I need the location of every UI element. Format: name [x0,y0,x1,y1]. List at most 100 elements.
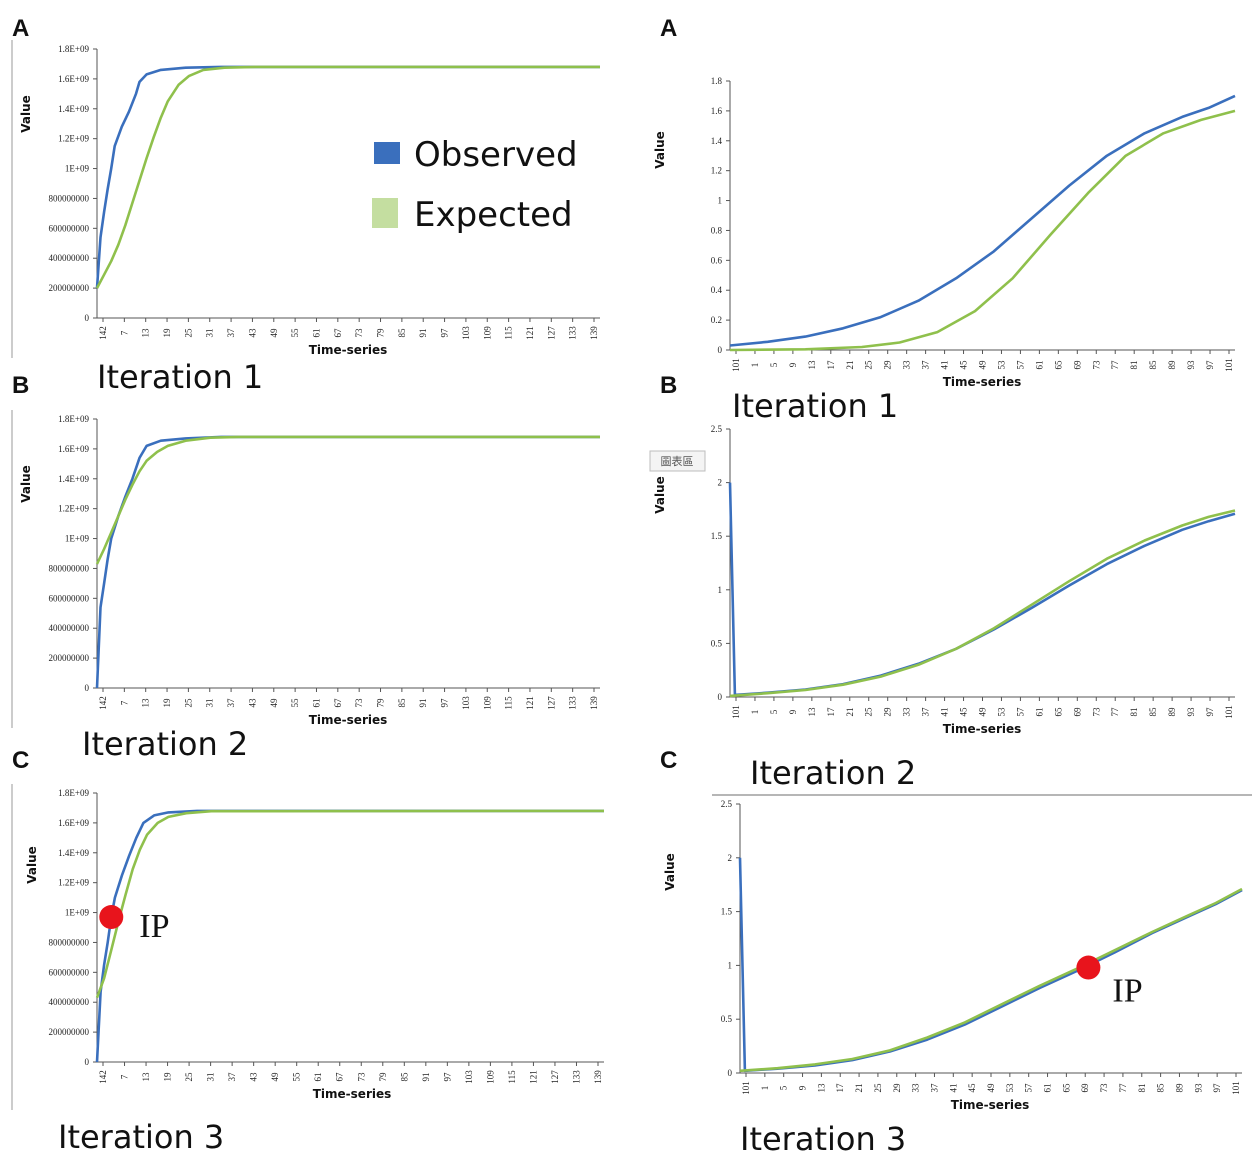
x-tick-label: 73 [356,1072,366,1082]
x-tick-label: 89 [1167,707,1177,717]
y-tick-label: 1E+09 [65,164,90,174]
y-tick-label: 0.4 [711,285,723,295]
x-tick-label: 67 [333,698,343,708]
x-tick-label: 49 [978,707,988,717]
x-tick-label: 13 [141,698,151,708]
y-tick-label: 0.5 [711,638,723,648]
x-tick-label: 73 [1091,707,1101,717]
x-tick-label: 61 [311,329,321,338]
y-tick-label: 1E+09 [65,908,90,918]
x-tick-label: 49 [986,1083,996,1093]
iteration-caption: Iteration 2 [750,754,916,792]
y-axis-title: Value [19,465,33,503]
x-tick-label: 89 [1174,1083,1184,1093]
x-tick-label: 13 [141,1072,151,1082]
y-tick-label: 400000000 [49,997,90,1007]
x-tick-label: 25 [864,360,874,370]
y-tick-label: 1.5 [721,907,733,917]
x-tick-label: 97 [440,328,450,338]
x-tick-label: 121 [525,696,535,710]
series-line-expected [739,887,1243,1073]
y-tick-label: 1E+09 [65,534,90,544]
chart-area-tag: 圖表區 [661,454,694,468]
x-axis-title: Time-series [309,343,388,357]
x-tick-label: 17 [835,1083,845,1093]
y-tick-label: 0 [85,1057,90,1067]
x-tick-label: 101 [1224,705,1234,719]
x-tick-label: 45 [967,1083,977,1093]
x-tick-label: 21 [845,361,855,370]
x-tick-label: 81 [1129,361,1139,370]
legend-label-expected: Expected [414,195,573,235]
chart-left-b: 0 200000000 400000000 600000000 800000000 1E+… [11,372,600,763]
series-line-observed [729,94,1236,347]
x-tick-label: 19 [163,1072,173,1082]
y-tick-label: 400000000 [49,623,90,633]
chart-right-c: 0 0.5 1 1.5 2 2.5 101 1 5 9 13 17 21 25 29 33 37 41 45 49 53… [660,747,1243,1154]
x-tick-label: 85 [397,698,407,708]
x-tick-label: 55 [292,1072,302,1082]
legend-label-observed: Observed [414,135,578,175]
y-tick-label: 1.8E+09 [58,414,89,424]
y-tick-label: 1.2E+09 [58,878,89,888]
inflection-point-marker [99,905,124,930]
x-tick-label: 81 [1129,708,1139,717]
x-tick-label: 57 [1015,707,1025,717]
x-tick-label: 133 [568,326,578,340]
x-tick-label: 67 [335,1072,345,1082]
y-tick-label: 800000000 [49,193,90,203]
x-axis-title: Time-series [951,1098,1030,1112]
x-tick-label: 121 [525,326,535,340]
y-tick-label: 0 [718,692,723,702]
x-tick-label: 139 [589,326,599,340]
y-tick-label: 2 [728,853,733,863]
series-line-observed [738,857,1243,1073]
x-tick-label: 29 [883,707,893,717]
x-tick-label: 61 [313,1073,323,1082]
y-tick-label: 1.6E+09 [58,74,89,84]
x-tick-label: 109 [482,326,492,340]
x-tick-label: 5 [769,362,779,367]
x-tick-label: 115 [504,696,514,710]
y-axis-title: Value [653,131,667,169]
x-axis-title: Time-series [943,375,1022,389]
x-tick-label: 37 [921,360,931,370]
legend-swatch-expected [372,198,398,228]
y-axis-title: Value [663,853,677,891]
y-tick-label: 1.6 [711,106,723,116]
y-tick-label: 1.6E+09 [58,444,89,454]
y-tick-label: 200000000 [49,283,90,293]
x-tick-label: 93 [1186,707,1196,717]
chart-left-a: 0 200000000 400000000 600000000 800000000 1E+… [11,15,600,396]
y-tick-label: 2 [718,478,723,488]
x-tick-label: 37 [929,1083,939,1093]
x-tick-label: 33 [911,1083,921,1093]
x-tick-label: 139 [593,1070,603,1084]
y-tick-label: 800000000 [49,937,90,947]
x-tick-label: 81 [1137,1084,1147,1093]
x-tick-label: 25 [864,707,874,717]
x-tick-label: 91 [421,1073,431,1082]
x-tick-label: 133 [571,1070,581,1084]
x-tick-label: 142 [98,326,108,340]
x-tick-label: 37 [921,707,931,717]
x-tick-label: 65 [1053,707,1063,717]
y-tick-label: 1.6E+09 [58,818,89,828]
y-tick-label: 2.5 [721,799,733,809]
y-tick-label: 1.4E+09 [58,474,89,484]
x-tick-label: 101 [1224,358,1234,372]
y-tick-label: 600000000 [49,967,90,977]
x-tick-label: 97 [1205,707,1215,717]
x-tick-label: 37 [226,698,236,708]
series-line-expected [95,435,600,565]
x-tick-label: 19 [162,328,172,338]
series-line-observed [95,435,600,689]
x-tick-label: 115 [507,1070,517,1084]
iteration-caption: Iteration 2 [82,725,248,763]
x-axis-title: Time-series [313,1087,392,1101]
x-tick-label: 41 [940,361,950,370]
x-tick-label: 85 [1148,360,1158,370]
iteration-caption: Iteration 1 [732,387,898,425]
x-tick-label: 133 [568,696,578,710]
y-tick-label: 1.2E+09 [58,134,89,144]
